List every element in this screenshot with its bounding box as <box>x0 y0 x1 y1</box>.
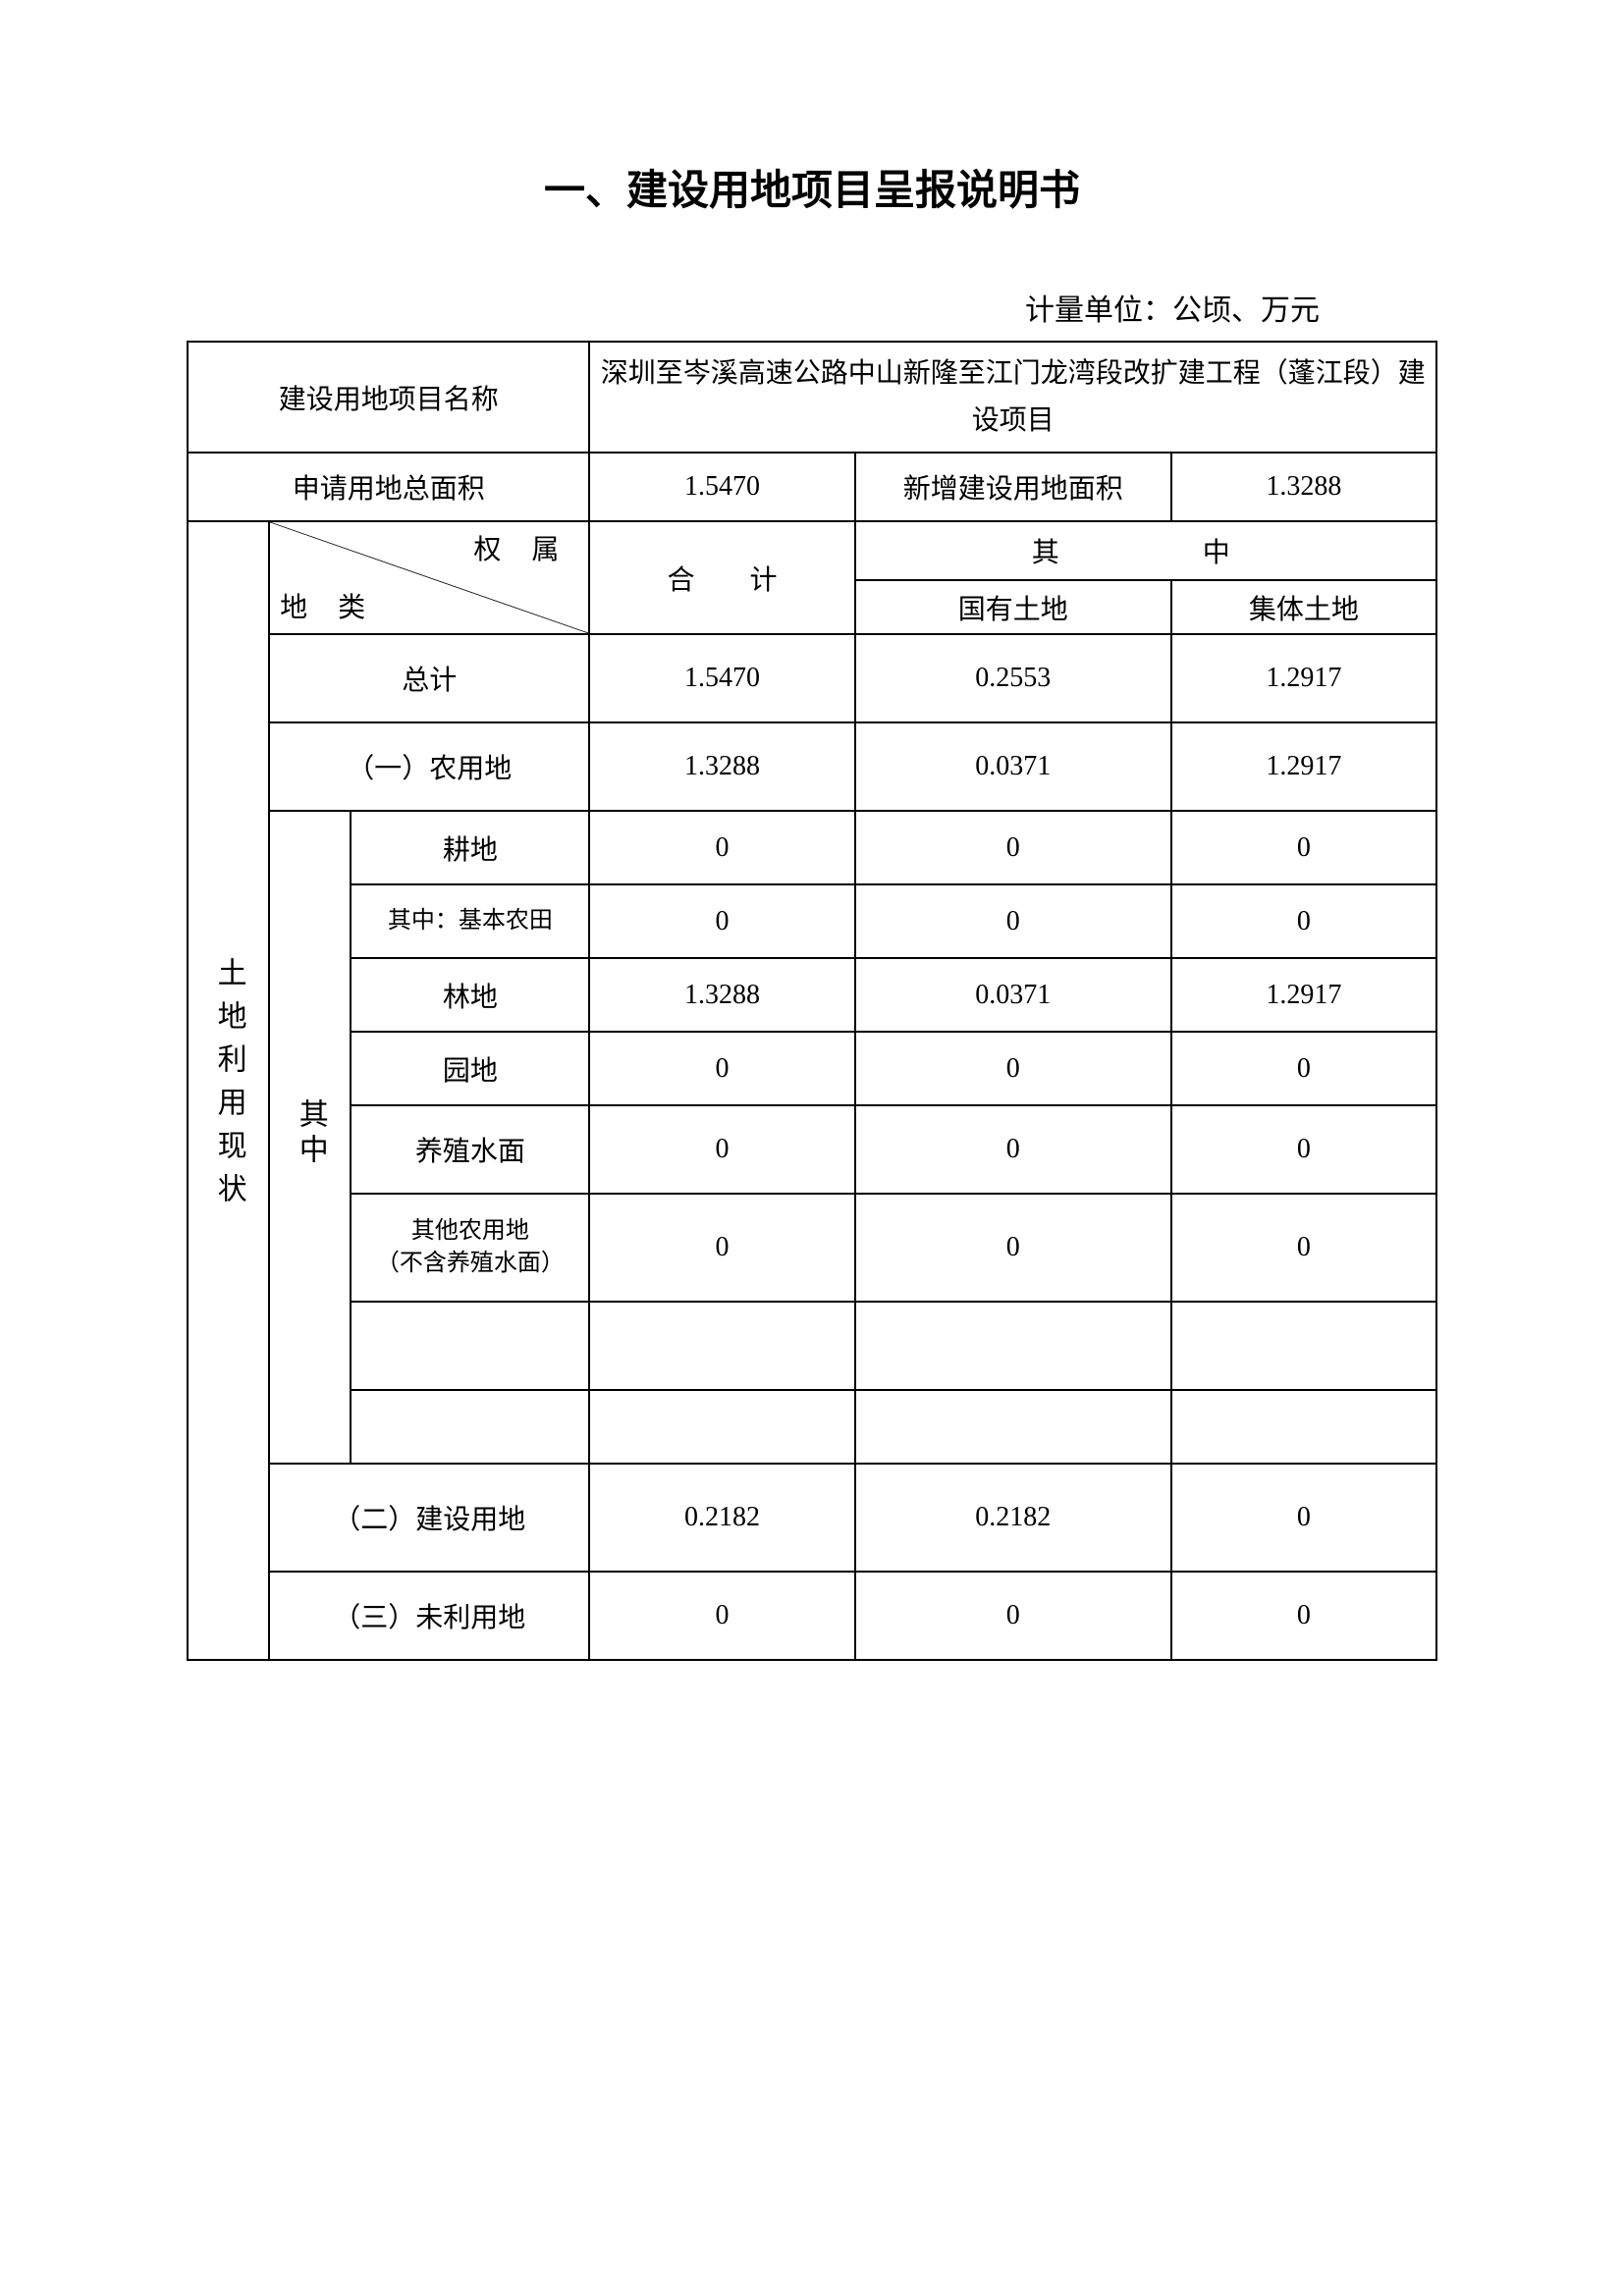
row-other-agri-heji: 0 <box>589 1194 854 1302</box>
row-other-agri-coll: 0 <box>1171 1194 1436 1302</box>
project-label: 建设用地项目名称 <box>188 342 589 453</box>
row-agri-heji: 1.3288 <box>589 722 854 811</box>
row-garden-heji: 0 <box>589 1032 854 1105</box>
qizhong-header: 其 中 <box>855 521 1436 580</box>
side-label-cell: 土地利用现状 <box>188 521 269 1660</box>
row-unused-state: 0 <box>855 1572 1171 1660</box>
row-basic-coll: 0 <box>1171 884 1436 958</box>
row-cultivated-heji: 0 <box>589 811 854 884</box>
row-other-agri-state: 0 <box>855 1194 1171 1302</box>
heji-header: 合 计 <box>589 521 854 634</box>
apply-area-label: 申请用地总面积 <box>188 453 589 521</box>
row-cultivated-label: 耕地 <box>351 811 589 884</box>
row-basic-label: 其中：基本农田 <box>351 884 589 958</box>
row-agri-label: （一）农用地 <box>269 722 589 811</box>
row-agri-coll: 1.2917 <box>1171 722 1436 811</box>
page-title: 一、建设用地项目呈报说明书 <box>187 157 1437 217</box>
diag-top-right: 权 属 <box>473 528 570 567</box>
new-area-value: 1.3288 <box>1171 453 1436 521</box>
row-blank2-label <box>351 1390 589 1464</box>
unit-line: 计量单位：公顷、万元 <box>187 286 1437 329</box>
qizhong-side-cell: 其中 <box>269 811 351 1464</box>
row-other-agri-label: 其他农用地（不含养殖水面） <box>351 1194 589 1302</box>
row-agri-state: 0.0371 <box>855 722 1171 811</box>
row-aqua-heji: 0 <box>589 1105 854 1194</box>
row-cultivated-coll: 0 <box>1171 811 1436 884</box>
row-cultivated-state: 0 <box>855 811 1171 884</box>
state-land-header: 国有土地 <box>855 580 1171 634</box>
row-aqua-coll: 0 <box>1171 1105 1436 1194</box>
row-unused-label: （三）未利用地 <box>269 1572 589 1660</box>
apply-area-value: 1.5470 <box>589 453 854 521</box>
row-total-heji: 1.5470 <box>589 634 854 722</box>
row-construct-label: （二）建设用地 <box>269 1464 589 1572</box>
row-aqua-label: 养殖水面 <box>351 1105 589 1194</box>
row-forest-label: 林地 <box>351 958 589 1032</box>
row-blank1-coll <box>1171 1302 1436 1390</box>
row-total-coll: 1.2917 <box>1171 634 1436 722</box>
qizhong-side: 其中 <box>289 1098 332 1169</box>
row-construct-state: 0.2182 <box>855 1464 1171 1572</box>
new-area-label: 新增建设用地面积 <box>855 453 1171 521</box>
row-blank2-coll <box>1171 1390 1436 1464</box>
row-blank1-label <box>351 1302 589 1390</box>
row-blank2-heji <box>589 1390 854 1464</box>
diag-bottom-left: 地 类 <box>280 586 377 625</box>
row-blank1-heji <box>589 1302 854 1390</box>
row-total-state: 0.2553 <box>855 634 1171 722</box>
row-basic-state: 0 <box>855 884 1171 958</box>
row-basic-heji: 0 <box>589 884 854 958</box>
row-aqua-state: 0 <box>855 1105 1171 1194</box>
diagonal-header: 权 属 地 类 <box>269 521 589 634</box>
row-forest-state: 0.0371 <box>855 958 1171 1032</box>
row-construct-coll: 0 <box>1171 1464 1436 1572</box>
row-garden-label: 园地 <box>351 1032 589 1105</box>
row-garden-state: 0 <box>855 1032 1171 1105</box>
row-forest-coll: 1.2917 <box>1171 958 1436 1032</box>
side-label: 土地利用现状 <box>207 957 250 1216</box>
row-unused-coll: 0 <box>1171 1572 1436 1660</box>
row-blank2-state <box>855 1390 1171 1464</box>
row-unused-heji: 0 <box>589 1572 854 1660</box>
row-garden-coll: 0 <box>1171 1032 1436 1105</box>
main-table: 建设用地项目名称 深圳至岑溪高速公路中山新隆至江门龙湾段改扩建工程（蓬江段）建设… <box>187 341 1437 1661</box>
project-value: 深圳至岑溪高速公路中山新隆至江门龙湾段改扩建工程（蓬江段）建设项目 <box>589 342 1436 453</box>
row-forest-heji: 1.3288 <box>589 958 854 1032</box>
row-total-label: 总计 <box>269 634 589 722</box>
collective-land-header: 集体土地 <box>1171 580 1436 634</box>
row-blank1-state <box>855 1302 1171 1390</box>
row-construct-heji: 0.2182 <box>589 1464 854 1572</box>
